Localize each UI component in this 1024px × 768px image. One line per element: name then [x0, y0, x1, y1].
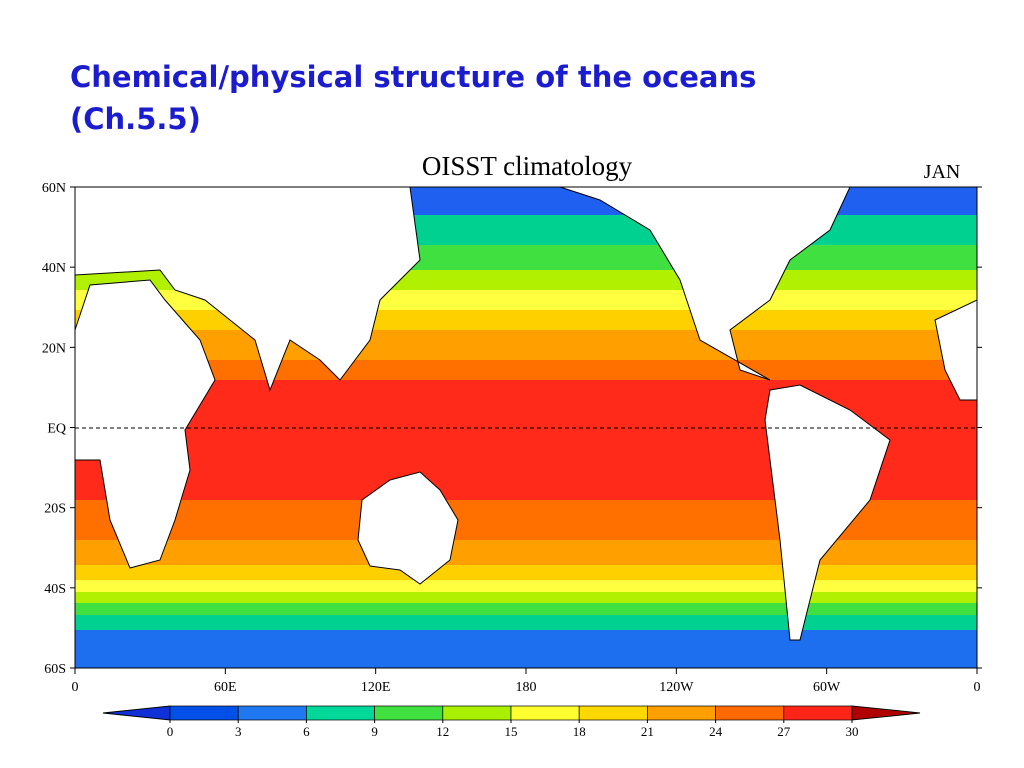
colorbar-label: 0 [167, 724, 174, 739]
lon-label: 120W [659, 680, 694, 695]
lat-label: 40S [44, 582, 66, 597]
slide-title: Chemical/physical structure of the ocean… [70, 60, 757, 94]
colorbar-label: 24 [709, 724, 723, 739]
colorbar-label: 3 [235, 724, 242, 739]
colorbar-swatch [442, 705, 512, 721]
lon-label: 60W [813, 680, 841, 695]
land [74, 186, 978, 641]
lon-label: 0 [974, 680, 981, 695]
lon-label: 0 [72, 680, 79, 695]
lon-label: 120E [361, 680, 391, 695]
map-title: OISST climatology [422, 151, 633, 181]
lat-label: 60N [42, 181, 66, 196]
colorbar-label: 21 [641, 724, 654, 739]
colorbar-label: 15 [505, 724, 518, 739]
colorbar-swatch [647, 705, 716, 721]
colorbar-swatch [578, 705, 648, 721]
colorbar-swatch [510, 705, 580, 721]
colorbar-label: 12 [436, 724, 449, 739]
colorbar-swatch [783, 705, 853, 721]
colorbar-label: 18 [573, 724, 586, 739]
lat-label: 40N [42, 261, 66, 276]
colorbar-over [851, 705, 921, 721]
colorbar-label: 30 [846, 724, 859, 739]
colorbar-label: 27 [777, 724, 791, 739]
lat-label: 20N [42, 341, 66, 356]
lat-label: EQ [47, 422, 66, 437]
lat-label: 60S [44, 662, 66, 677]
colorbar-label: 6 [303, 724, 310, 739]
slide-title: (Ch.5.5) [70, 102, 201, 136]
lat-label: 20S [44, 502, 66, 517]
colorbar-under [102, 705, 171, 721]
colorbar-swatch [306, 705, 375, 721]
colorbar-swatch [169, 705, 239, 721]
colorbar-swatch [374, 705, 444, 721]
lon-label: 180 [516, 680, 537, 695]
lon-label: 60E [214, 680, 237, 695]
colorbar-swatch [237, 705, 307, 721]
colorbar-swatch [715, 705, 785, 721]
colorbar-label: 9 [371, 724, 378, 739]
month-label: JAN [924, 161, 961, 183]
